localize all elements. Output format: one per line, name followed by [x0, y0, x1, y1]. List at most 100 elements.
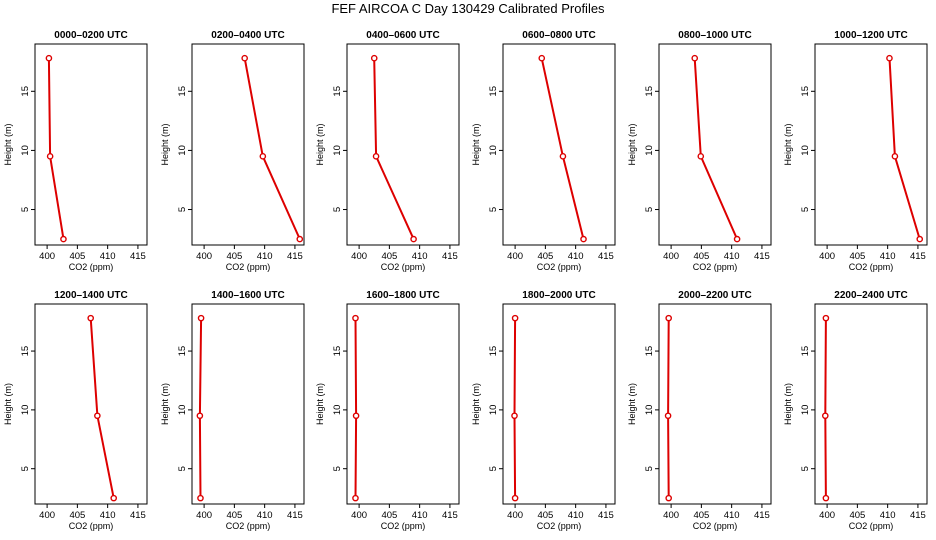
x-tick-label: 400: [39, 510, 55, 521]
x-tick-label: 405: [226, 510, 242, 521]
panel-title: 2000–2200 UTC: [678, 290, 751, 301]
y-tick-label: 10: [177, 405, 188, 416]
x-tick-label: 405: [537, 510, 553, 521]
y-tick-label: 5: [800, 466, 811, 471]
data-point: [511, 412, 518, 420]
x-tick-label: 410: [100, 251, 116, 262]
panel-title: 1200–1400 UTC: [54, 290, 127, 301]
y-tick-label: 10: [20, 405, 31, 416]
data-point: [241, 54, 248, 62]
x-tick-label: 405: [693, 510, 709, 521]
data-point: [822, 314, 830, 322]
panel-title: 0400–0600 UTC: [366, 30, 439, 41]
data-point: [259, 153, 267, 160]
y-axis-label: Height (m): [627, 383, 637, 425]
x-tick-label: 400: [39, 251, 55, 262]
x-tick-label: 410: [257, 251, 273, 262]
data-point: [352, 314, 359, 322]
x-tick-label: 405: [381, 510, 397, 521]
y-axis-label: Height (m): [315, 123, 325, 165]
y-tick-label: 5: [332, 207, 343, 212]
data-point: [559, 153, 567, 160]
x-tick-label: 410: [412, 510, 428, 521]
x-tick-label: 410: [724, 510, 740, 521]
x-tick-label: 410: [880, 251, 896, 262]
y-tick-label: 5: [488, 466, 499, 471]
y-tick-label: 5: [177, 207, 188, 212]
y-axis-label: Height (m): [3, 123, 13, 165]
x-tick-label: 400: [819, 251, 835, 262]
x-axis-label: CO2 (ppm): [226, 262, 271, 272]
profile-line: [540, 57, 585, 240]
x-tick-label: 400: [663, 251, 679, 262]
profile-line: [47, 58, 65, 240]
x-axis-label: CO2 (ppm): [537, 521, 582, 531]
x-tick-label: 405: [693, 251, 709, 262]
data-point: [664, 412, 672, 420]
x-tick-label: 405: [537, 251, 553, 262]
x-tick-label: 405: [849, 251, 865, 262]
x-tick-label: 415: [598, 510, 614, 521]
plot-frame: [814, 303, 928, 505]
plot-frame: [34, 43, 148, 246]
y-tick-label: 10: [800, 405, 811, 416]
data-point: [46, 153, 54, 160]
data-point: [511, 494, 519, 502]
x-tick-label: 410: [568, 510, 584, 521]
y-tick-label: 5: [800, 207, 811, 212]
y-tick-label: 15: [644, 86, 655, 97]
x-axis-label: CO2 (ppm): [381, 262, 426, 272]
data-point: [94, 412, 101, 420]
profile-line: [888, 58, 921, 240]
plot-frame: [191, 303, 305, 505]
data-point: [352, 412, 360, 420]
y-tick-label: 5: [177, 466, 188, 471]
profile-line: [243, 58, 301, 240]
y-tick-label: 15: [332, 346, 343, 357]
y-tick-label: 10: [488, 405, 499, 416]
x-tick-label: 400: [507, 251, 523, 262]
data-point: [886, 54, 893, 62]
y-tick-label: 15: [177, 346, 188, 357]
data-point: [197, 314, 205, 322]
y-axis-label: Height (m): [3, 383, 13, 425]
y-tick-label: 5: [488, 207, 499, 212]
data-point: [822, 494, 830, 502]
data-point: [60, 235, 67, 243]
plot-frame: [814, 43, 928, 246]
panel-title: 1600–1800 UTC: [366, 290, 439, 301]
profile-line: [354, 318, 358, 499]
data-point: [370, 54, 378, 62]
x-tick-label: 415: [910, 251, 926, 262]
x-tick-label: 415: [442, 251, 458, 262]
x-tick-label: 415: [442, 510, 458, 521]
data-point: [691, 54, 699, 62]
x-axis-label: CO2 (ppm): [381, 521, 426, 531]
x-tick-label: 410: [257, 510, 273, 521]
profile-line: [693, 58, 739, 240]
x-tick-label: 415: [287, 510, 303, 521]
y-axis-label: Height (m): [783, 383, 793, 425]
panel-title: 0800–1000 UTC: [678, 30, 751, 41]
plot-frame: [502, 43, 616, 246]
x-tick-label: 410: [412, 251, 428, 262]
y-tick-label: 10: [332, 405, 343, 416]
x-axis-label: CO2 (ppm): [849, 262, 894, 272]
y-tick-label: 15: [800, 346, 811, 357]
profile-line: [824, 318, 827, 499]
y-tick-label: 15: [20, 86, 31, 97]
y-tick-label: 10: [800, 145, 811, 156]
y-axis-label: Height (m): [315, 383, 325, 425]
x-tick-label: 410: [724, 251, 740, 262]
y-tick-label: 15: [800, 86, 811, 97]
panel-title: 2200–2400 UTC: [834, 290, 907, 301]
y-axis-label: Height (m): [471, 123, 481, 165]
x-tick-label: 415: [910, 510, 926, 521]
x-tick-label: 405: [69, 251, 85, 262]
y-tick-label: 15: [20, 346, 31, 357]
data-point: [372, 153, 380, 160]
profile-line: [667, 318, 670, 499]
y-tick-label: 10: [177, 145, 188, 156]
x-axis-label: CO2 (ppm): [849, 521, 894, 531]
x-tick-label: 405: [381, 251, 397, 262]
